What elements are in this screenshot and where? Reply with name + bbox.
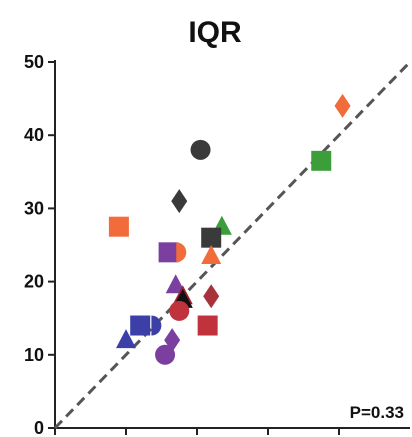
chart-title: IQR	[188, 16, 242, 49]
data-point-half-circle	[176, 242, 187, 263]
identity-reference-line	[53, 60, 412, 430]
data-point-circle	[169, 300, 190, 321]
y-tick-label: 50	[24, 52, 44, 72]
y-tick-label: 0	[34, 418, 44, 437]
data-point-square	[201, 227, 222, 248]
data-point-square	[130, 315, 151, 336]
data-point-circle	[190, 139, 211, 160]
axes: 0 10 20 30 40 50	[24, 52, 410, 437]
data-point-square	[158, 242, 179, 263]
y-tick-label: 40	[24, 125, 44, 145]
data-point-triangle	[201, 244, 222, 264]
data-points	[108, 93, 351, 365]
data-point-half-circle	[151, 315, 162, 336]
data-point-square	[311, 150, 332, 171]
p-value-annotation: P=0.33	[350, 403, 404, 422]
y-tick-label: 20	[24, 272, 44, 292]
data-point-diamond	[334, 93, 351, 118]
y-tick-label: 30	[24, 198, 44, 218]
data-point-triangle	[165, 274, 186, 294]
data-point-square	[197, 315, 218, 336]
data-point-diamond	[171, 189, 188, 214]
data-point-triangle	[116, 329, 136, 349]
data-point-square	[108, 216, 129, 237]
data-point-circle	[155, 344, 176, 365]
data-point-diamond	[203, 284, 220, 309]
y-tick-label: 10	[24, 345, 44, 365]
